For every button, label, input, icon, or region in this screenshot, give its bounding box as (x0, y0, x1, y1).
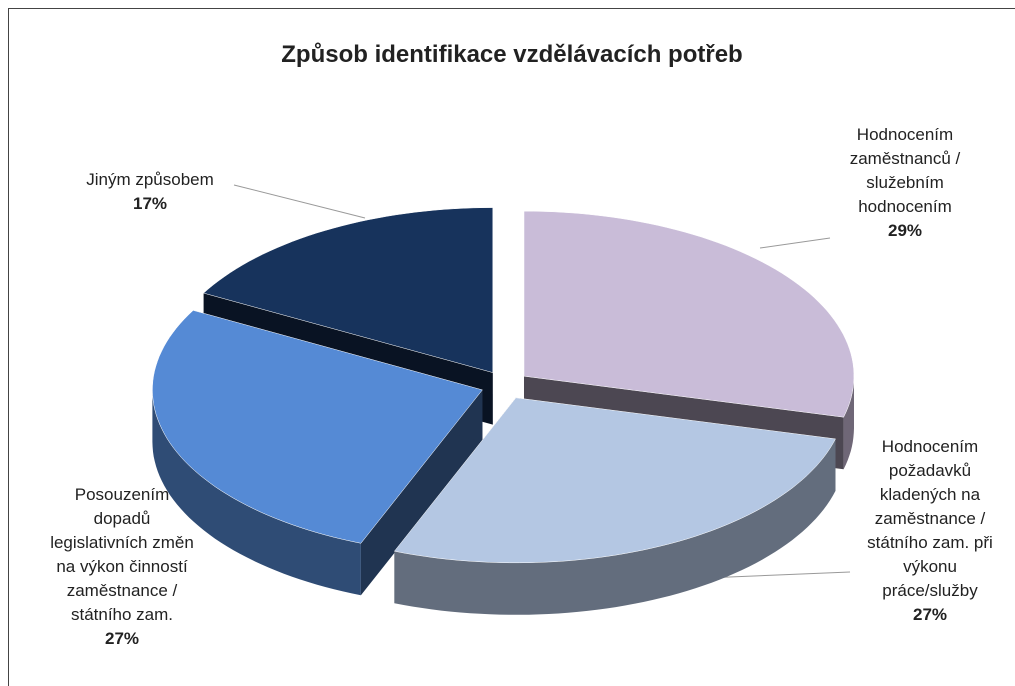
slice-value-label: 17% (133, 194, 167, 213)
slice-value-label: 27% (105, 629, 139, 648)
slice-outer-side (843, 376, 854, 470)
labels: Hodnocením zaměstnanců / služebním hodnocen… (50, 125, 993, 648)
leader-line (759, 237, 831, 249)
slice (393, 397, 836, 564)
slice-value-label: 29% (888, 221, 922, 240)
slice-label: Hodnocením zaměstnanců / služebním hodnocen… (850, 125, 961, 216)
slice-outer-side (394, 438, 836, 615)
chart-title: Způsob identifikace vzdělávacích potřeb (281, 41, 742, 68)
leader-line (233, 184, 366, 219)
slice-label: Posouzením dopadů legislativních změn na vý… (50, 485, 194, 624)
leader-line (704, 571, 851, 579)
slice-outer-side (152, 389, 361, 596)
slice-label: Jiným způsobem (86, 170, 214, 189)
slice (523, 210, 855, 418)
pie (152, 207, 855, 615)
slice-label: Hodnocením požadavků kladených na zaměstnan… (867, 437, 993, 600)
slice (152, 310, 483, 544)
slice-radial-side (360, 389, 483, 596)
slice-value-label: 27% (913, 605, 947, 624)
slice (203, 207, 494, 373)
